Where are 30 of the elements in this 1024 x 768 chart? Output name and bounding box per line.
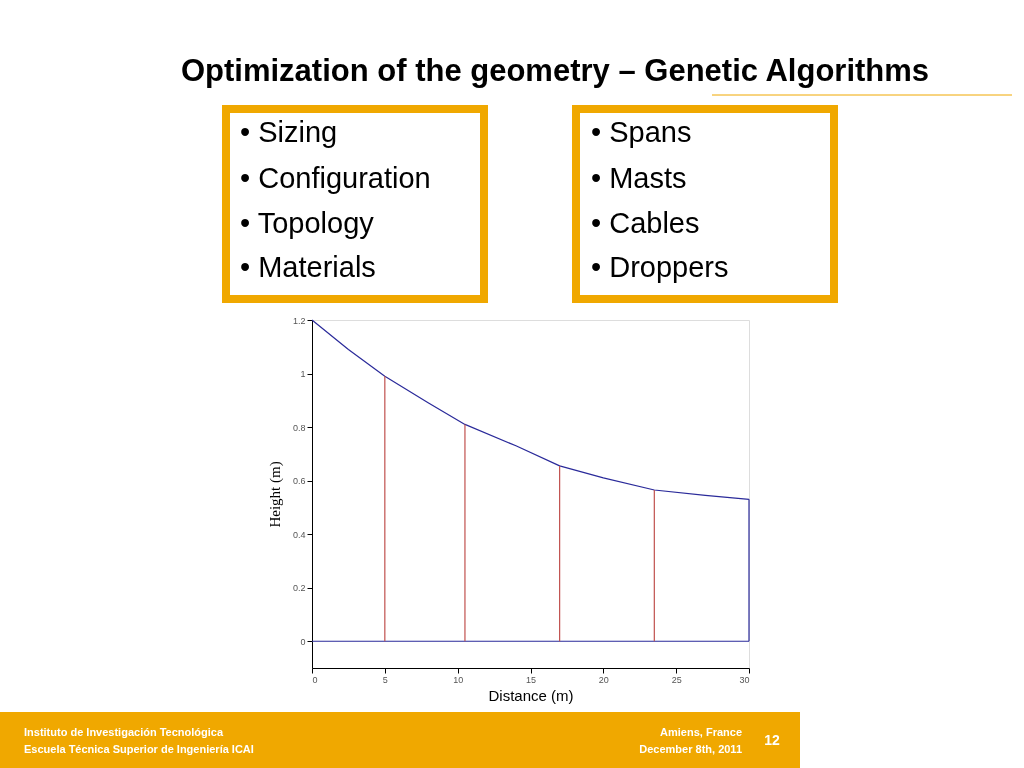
y-tick-label: 0.4 [292, 529, 306, 540]
text: • Masts [591, 162, 687, 194]
x-tick-label: 15 [525, 674, 537, 685]
x-tick-label: 0 [312, 674, 318, 685]
chart-title: Optimization of the geometry – Genetic Algorithms [180, 53, 930, 88]
text: Amiens, France [660, 726, 742, 738]
text: • Configuration [240, 162, 431, 194]
x-axis-title: Distance (m) [488, 686, 574, 704]
y-axis-title: Height (m) [266, 461, 284, 528]
text: • Cables [591, 207, 700, 239]
y-tick-label: 0.2 [292, 583, 306, 594]
y-tick-label: 0.8 [292, 422, 306, 433]
y-tick-label: 1.2 [292, 315, 306, 326]
text: December 8th, 2011 [639, 743, 742, 755]
text: • Spans [591, 116, 692, 148]
x-tick-label: 20 [598, 674, 609, 685]
y-tick-label: 0 [300, 636, 306, 647]
text: Escuela Técnica Superior de Ingeniería ICAI [24, 743, 254, 755]
x-tick-label: 10 [453, 674, 464, 685]
text: Instituto de Investigación Tecnológica [24, 726, 224, 738]
x-tick-label: 25 [671, 674, 682, 685]
text: • Sizing [240, 116, 338, 148]
x-tick-label: 5 [382, 674, 388, 685]
text: • Droppers [591, 251, 729, 283]
y-tick-label: 1 [300, 369, 306, 380]
text: • Materials [240, 251, 376, 283]
x-tick-label: 30 [739, 674, 750, 685]
text: • Topology [240, 207, 375, 239]
text: 12 [764, 732, 780, 748]
y-tick-label: 0.6 [292, 476, 306, 487]
